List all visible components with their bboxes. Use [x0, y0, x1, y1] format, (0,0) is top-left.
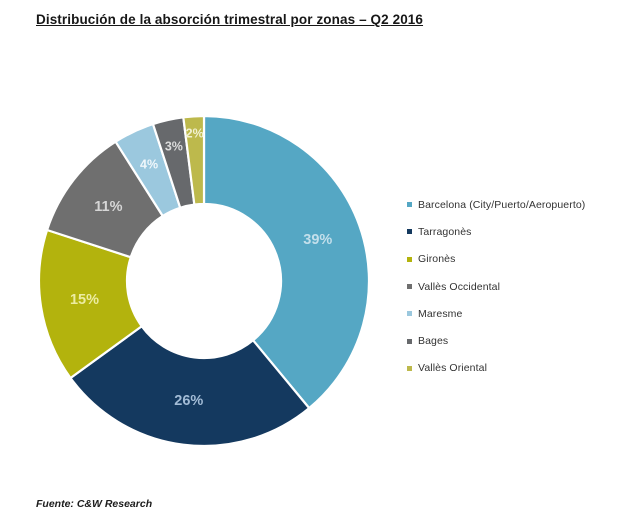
source-note: Fuente: C&W Research: [36, 498, 153, 510]
legend-item-maresme: Maresme: [407, 300, 612, 327]
legend-marker-icon: [407, 202, 412, 208]
legend-marker-icon: [407, 311, 412, 317]
legend-item-valles-oriental: Vallès Oriental: [407, 355, 612, 382]
legend-item-valles-occidental: Vallès Occidental: [407, 273, 612, 300]
legend-marker-icon: [407, 338, 412, 344]
slice-label-bages: 3%: [165, 139, 183, 153]
slice-label-valles-oriental: 2%: [186, 126, 204, 140]
chart-legend: Barcelona (City/Puerto/Aeropuerto) Tarrag…: [407, 191, 612, 382]
legend-marker-icon: [407, 229, 412, 235]
legend-label: Bages: [418, 335, 449, 348]
slice-label-tarragones: 26%: [174, 393, 203, 409]
slice-label-valles-occidental: 11%: [94, 199, 122, 215]
legend-label: Tarragonès: [418, 225, 472, 238]
legend-label: Vallès Occidental: [418, 280, 501, 293]
legend-label: Gironès: [418, 253, 456, 266]
donut-slice-valles-oriental: [182, 114, 206, 206]
legend-marker-icon: [407, 256, 412, 262]
slice-label-maresme: 4%: [140, 157, 158, 171]
slice-label-girones: 15%: [70, 292, 99, 308]
legend-item-girones: Gironès: [407, 246, 612, 273]
donut-slice-barcelona-city-puerto-aeropuerto: [202, 114, 371, 410]
donut-slice-tarragones: [69, 325, 311, 448]
legend-label: Vallès Oriental: [418, 362, 488, 375]
legend-item-bages: Bages: [407, 327, 612, 354]
legend-item-barcelona-city-puerto-aeropuerto: Barcelona (City/Puerto/Aeropuerto): [407, 191, 612, 218]
donut-slice-girones: [37, 228, 143, 380]
slice-label-barcelona-city-puerto-aeropuerto: 39%: [303, 232, 332, 248]
legend-marker-icon: [407, 365, 412, 371]
chart-title: Distribución de la absorción trimestral …: [36, 12, 424, 27]
legend-marker-icon: [407, 284, 412, 290]
legend-item-tarragones: Tarragonès: [407, 218, 612, 245]
legend-label: Maresme: [418, 307, 463, 320]
legend-label: Barcelona (City/Puerto/Aeropuerto): [418, 198, 586, 211]
